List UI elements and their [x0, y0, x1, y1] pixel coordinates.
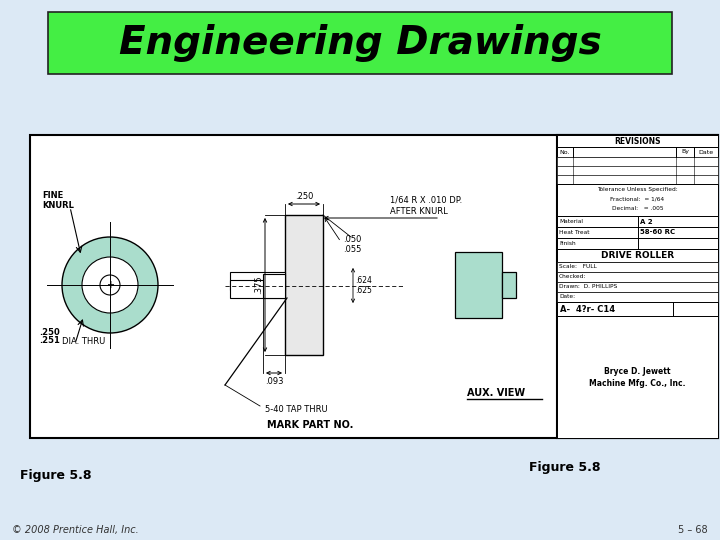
Text: DIA. THRU: DIA. THRU	[62, 336, 105, 346]
Text: A 2: A 2	[639, 219, 652, 225]
Text: .093: .093	[265, 377, 283, 386]
Circle shape	[62, 237, 158, 333]
Text: 1/64 R X .010 DP.: 1/64 R X .010 DP.	[390, 195, 462, 205]
Text: .250: .250	[40, 328, 60, 337]
Text: 5-40 TAP THRU: 5-40 TAP THRU	[265, 404, 328, 414]
Text: .624
.625: .624 .625	[355, 276, 372, 295]
Text: .055: .055	[343, 245, 361, 253]
Bar	[502, 272, 516, 298]
Text: Checked:: Checked:	[559, 274, 586, 280]
Bar	[557, 316, 718, 438]
Text: Date: Date	[698, 150, 714, 154]
Bar	[557, 147, 718, 157]
Text: Bryce D. Jewett: Bryce D. Jewett	[604, 367, 671, 375]
Circle shape	[82, 257, 138, 313]
Text: .250: .250	[294, 192, 313, 201]
Text: © 2008 Prentice Hall, Inc.: © 2008 Prentice Hall, Inc.	[12, 525, 139, 535]
Text: KNURL: KNURL	[42, 200, 74, 210]
Bar	[557, 262, 718, 272]
Text: Decimal:   = .005: Decimal: = .005	[612, 206, 663, 211]
Text: .050: .050	[343, 235, 361, 245]
Text: DRIVE ROLLER: DRIVE ROLLER	[601, 251, 674, 260]
Bar	[557, 135, 718, 147]
Bar	[557, 227, 718, 238]
Text: Machine Mfg. Co., Inc.: Machine Mfg. Co., Inc.	[589, 379, 685, 388]
Text: Tolerance Unless Specified:: Tolerance Unless Specified:	[597, 187, 678, 192]
Text: No.: No.	[559, 150, 570, 154]
Text: MARK PART NO.: MARK PART NO.	[267, 420, 354, 430]
Bar	[230, 280, 285, 298]
Text: Drawn:  D. PHILLIPS: Drawn: D. PHILLIPS	[559, 285, 617, 289]
Text: REVISIONS: REVISIONS	[614, 137, 661, 145]
Circle shape	[100, 275, 120, 295]
Bar	[557, 272, 718, 282]
Bar	[557, 282, 718, 292]
Text: A-  4?r- C14: A- 4?r- C14	[560, 305, 615, 314]
Bar	[557, 157, 718, 166]
Text: Heat Treat: Heat Treat	[559, 230, 590, 235]
Bar	[30, 135, 718, 438]
Text: FINE: FINE	[42, 192, 63, 200]
Bar	[557, 135, 718, 438]
Text: Material: Material	[559, 219, 583, 224]
Bar	[557, 292, 718, 302]
Bar	[263, 274, 285, 298]
Text: +: +	[106, 280, 114, 290]
Bar	[557, 249, 718, 262]
Text: Finish: Finish	[559, 241, 575, 246]
Bar	[557, 216, 718, 227]
Text: Scale:   FULL: Scale: FULL	[559, 265, 597, 269]
Text: AFTER KNURL: AFTER KNURL	[390, 206, 448, 215]
Text: By: By	[681, 150, 689, 154]
Text: Engineering Drawings: Engineering Drawings	[119, 24, 601, 62]
Bar	[557, 238, 718, 249]
Bar	[48, 12, 672, 74]
Text: .251: .251	[39, 336, 60, 345]
Text: Figure 5.8: Figure 5.8	[529, 462, 600, 475]
Bar	[230, 272, 285, 290]
Bar	[285, 215, 323, 355]
Text: Fractional:  = 1/64: Fractional: = 1/64	[611, 197, 665, 201]
Text: 58-60 RC: 58-60 RC	[639, 230, 675, 235]
Text: .375: .375	[254, 276, 263, 294]
Text: AUX. VIEW: AUX. VIEW	[467, 388, 525, 398]
Bar	[455, 252, 502, 318]
Text: 5 – 68: 5 – 68	[678, 525, 708, 535]
Text: Date:: Date:	[559, 294, 575, 300]
Text: Figure 5.8: Figure 5.8	[20, 469, 91, 482]
Bar	[557, 184, 718, 216]
Bar	[557, 166, 718, 175]
Bar	[557, 175, 718, 184]
Bar	[557, 302, 718, 316]
